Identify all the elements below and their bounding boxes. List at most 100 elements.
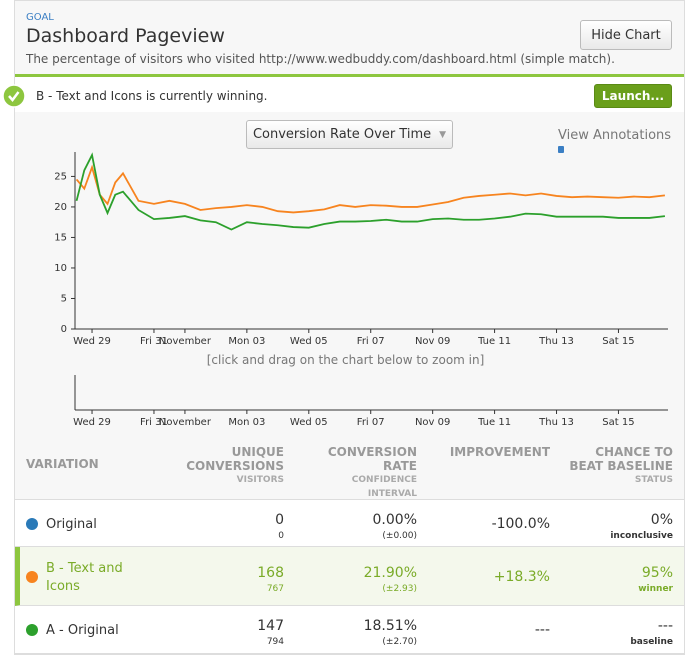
x-tick-label: Wed 29 [73, 336, 111, 347]
table-row [15, 547, 684, 606]
dropdown-label: Conversion Rate Over Time [252, 127, 432, 142]
x-tick-label: Nov 09 [415, 336, 450, 347]
x-tick-label: Fri 07 [357, 336, 385, 347]
table-row [15, 500, 684, 547]
x-tick-label: Tue 11 [477, 336, 511, 347]
header-sub: STATUS [634, 475, 673, 485]
cell: 21.90% (±2.93) [300, 565, 417, 597]
status: winner [638, 583, 673, 594]
series-line [75, 164, 666, 214]
visitors: 767 [266, 583, 284, 594]
navigator-x-tick-label: November [159, 417, 212, 428]
cell: --- baseline [560, 618, 673, 650]
check-icon [2, 84, 26, 108]
header-main: CHANCE TO BEAT BASELINE [569, 445, 673, 473]
navigator-x-tick-label: Fri 07 [357, 417, 385, 428]
cell: 18.51% (±2.70) [300, 618, 417, 650]
y-tick-label: 25 [54, 171, 67, 182]
variation-name: Original [46, 516, 97, 532]
navigator-x-tick-label: Thu 13 [538, 417, 574, 428]
variation-name: A - Original [46, 623, 119, 638]
chance: 0% [650, 511, 673, 528]
variation-dot [26, 570, 38, 583]
series-line [75, 152, 666, 231]
view-annotations[interactable]: View Annotations [558, 128, 672, 143]
banner [15, 74, 684, 112]
cell: +18.3% [430, 569, 550, 585]
dropdown-arrow: ▼ [439, 129, 447, 140]
conversions: 0 [275, 511, 284, 528]
title: Dashboard Pageview [26, 25, 225, 47]
chart-dropdown[interactable]: Conversion Rate Over Time ▼ [246, 120, 453, 149]
improvement: --- [534, 622, 550, 638]
cell: 147 794 [180, 618, 284, 650]
header-sub: CONFIDENCE INTERVAL [351, 475, 417, 499]
banner-message: B - Text and Icons is currently winning. [36, 89, 268, 103]
x-tick-label: Wed 05 [290, 336, 328, 347]
header-sub: VISITORS [236, 475, 284, 485]
conversions: 168 [257, 564, 284, 581]
x-tick-label: Thu 13 [538, 336, 574, 347]
launch-button[interactable]: Launch... [594, 84, 672, 108]
chance: 95% [641, 564, 673, 581]
x-tick-label: Mon 03 [228, 336, 265, 347]
navigator-x-tick-label: Fri 31 [140, 417, 168, 428]
interval: (±0.00) [382, 530, 417, 541]
status: baseline [630, 637, 673, 647]
conversions: 147 [257, 618, 284, 634]
header-main: CONVERSION RATE [327, 445, 417, 473]
zoom-hint: [click and drag on the chart below to zo… [206, 353, 485, 367]
improvement: -100.0% [491, 515, 550, 532]
header-main: IMPROVEMENT [449, 445, 550, 459]
y-tick-label: 15 [54, 232, 67, 243]
cell: 95% winner [560, 565, 673, 597]
header-main: UNIQUE CONVERSIONS [186, 445, 284, 473]
hide-chart-button[interactable]: Hide Chart [580, 20, 672, 50]
x-tick-label: November [159, 336, 212, 347]
navigator-x-tick-label: Nov 09 [415, 417, 450, 428]
rate: 21.90% [363, 564, 417, 581]
navigator-x-tick-label: Wed 05 [290, 417, 328, 428]
navigator-x-tick-label: Mon 03 [228, 417, 265, 428]
navigator-x-tick-label: Tue 11 [477, 417, 511, 428]
x-tick-label: Sat 15 [602, 336, 634, 347]
cell: 0% inconclusive [560, 512, 673, 544]
cell: -100.0% [430, 516, 550, 532]
table-header [15, 432, 684, 500]
variation-dot [26, 517, 38, 530]
navigator-x-tick-label: Wed 29 [73, 417, 111, 428]
y-tick-label: 20 [54, 202, 67, 213]
kicker: GOAL [26, 12, 54, 23]
table-row [15, 606, 684, 654]
visitors: 794 [266, 637, 284, 647]
y-tick-label: 0 [61, 324, 67, 335]
description: The percentage of visitors who visited h… [26, 52, 615, 66]
column-header: CHANCE TO BEAT BASELINE STATUS [560, 445, 673, 487]
status: inconclusive [610, 530, 673, 541]
x-tick-label: Fri 31 [140, 336, 168, 347]
header-main: VARIATION [26, 457, 99, 471]
improvement: +18.3% [493, 568, 550, 585]
column-header: VARIATION [26, 457, 146, 471]
interval: (±2.93) [382, 583, 417, 594]
column-header: IMPROVEMENT [430, 445, 550, 459]
visitors: 0 [278, 530, 284, 541]
cell: --- [430, 622, 550, 638]
column-header: CONVERSION RATE CONFIDENCE INTERVAL [300, 445, 417, 501]
lock-icon [558, 146, 564, 153]
cell: 168 767 [180, 565, 284, 597]
cell: 0.00% (±0.00) [300, 512, 417, 544]
variation-name: B - Text and Icons [46, 560, 123, 594]
navigator-x-tick-label: Sat 15 [602, 417, 634, 428]
y-tick-label: 10 [54, 263, 67, 274]
chance: --- [657, 618, 673, 634]
interval: (±2.70) [382, 637, 417, 647]
variation-dot [26, 624, 38, 636]
rate: 18.51% [363, 618, 417, 634]
y-tick-label: 5 [61, 293, 67, 304]
rate: 0.00% [372, 511, 417, 528]
column-header: UNIQUE CONVERSIONS VISITORS [180, 445, 284, 487]
